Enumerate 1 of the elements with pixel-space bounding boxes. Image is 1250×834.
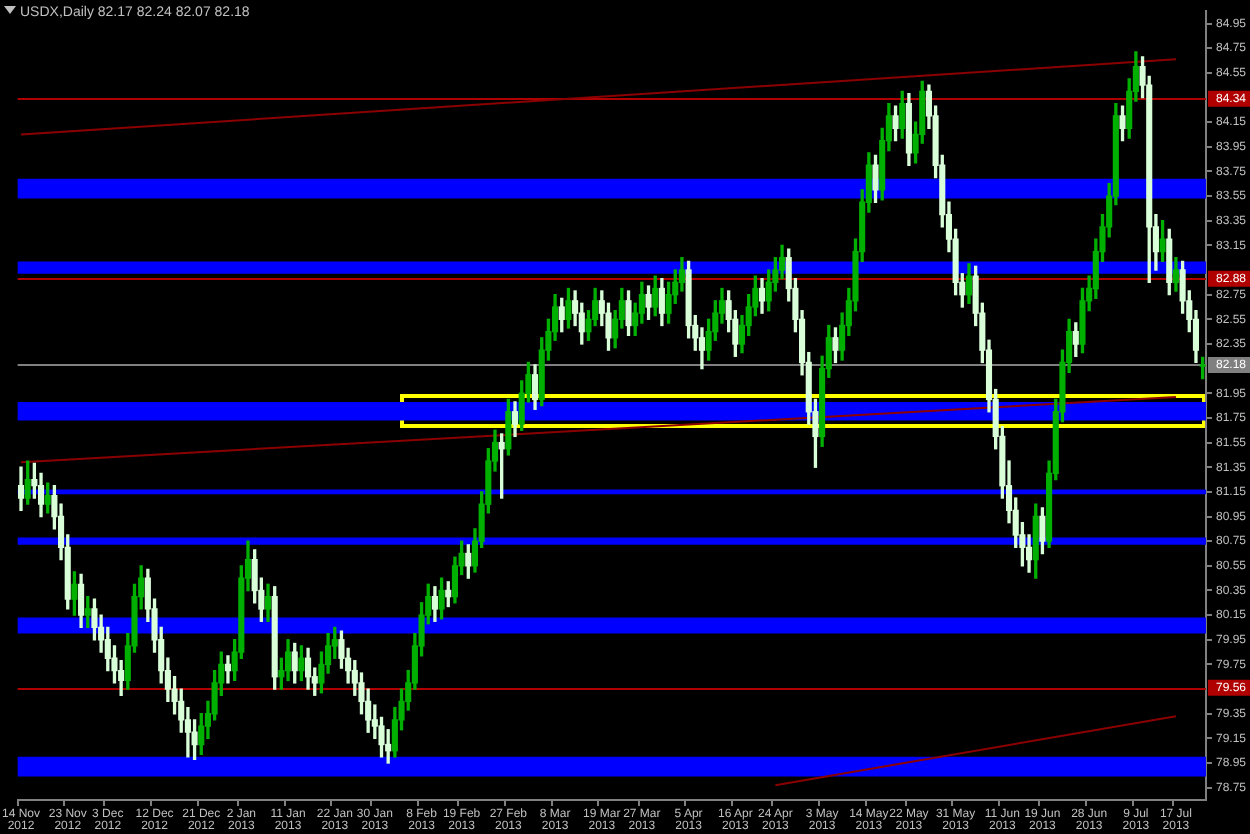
candlestick bbox=[224, 655, 232, 684]
